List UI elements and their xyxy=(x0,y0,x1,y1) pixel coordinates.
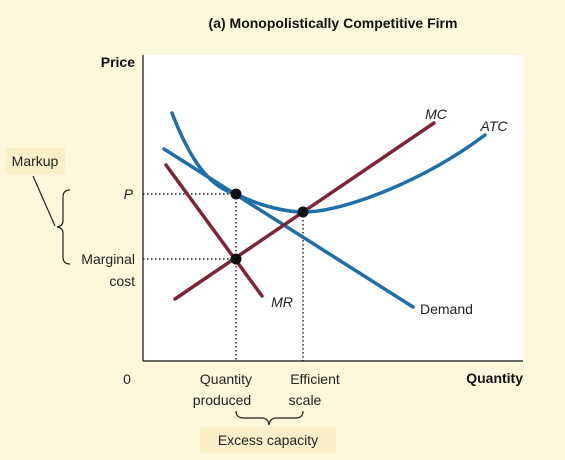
quantity-produced-label-line-1: Quantity xyxy=(200,371,252,387)
price-level-label: P xyxy=(124,186,134,202)
markup-label: Markup xyxy=(12,153,59,169)
marginal-cost-label-line-2: cost xyxy=(109,273,135,289)
efficient-scale-label-line-1: Efficient xyxy=(290,371,340,387)
mr-curve xyxy=(164,163,264,298)
marginal-cost-label-line-1: Marginal xyxy=(81,251,135,267)
markup-label-box xyxy=(5,148,65,174)
markup-pointer-line xyxy=(32,175,56,227)
excess-capacity-label: Excess capacity xyxy=(218,432,318,448)
mr-mc-intersection-point xyxy=(230,253,242,265)
quantity-produced-label-line-2: produced xyxy=(193,392,251,408)
atc-curve xyxy=(170,111,487,214)
origin-label: 0 xyxy=(123,371,131,387)
markup-brace xyxy=(56,189,71,265)
efficient-scale-label-line-2: scale xyxy=(289,392,322,408)
mr-label: MR xyxy=(271,294,293,310)
atc-label: ATC xyxy=(480,118,509,134)
mc-label: MC xyxy=(425,106,448,122)
x-axis-label: Quantity xyxy=(466,370,523,386)
y-axis-label: Price xyxy=(101,54,135,70)
demand-label: Demand xyxy=(420,301,473,317)
price-quantity-point xyxy=(230,188,242,200)
diagram-title: (a) Monopolistically Competitive Firm xyxy=(209,15,458,31)
excess-capacity-label-box xyxy=(200,427,336,453)
excess-capacity-brace xyxy=(235,410,304,426)
atc-minimum-point xyxy=(297,206,309,218)
